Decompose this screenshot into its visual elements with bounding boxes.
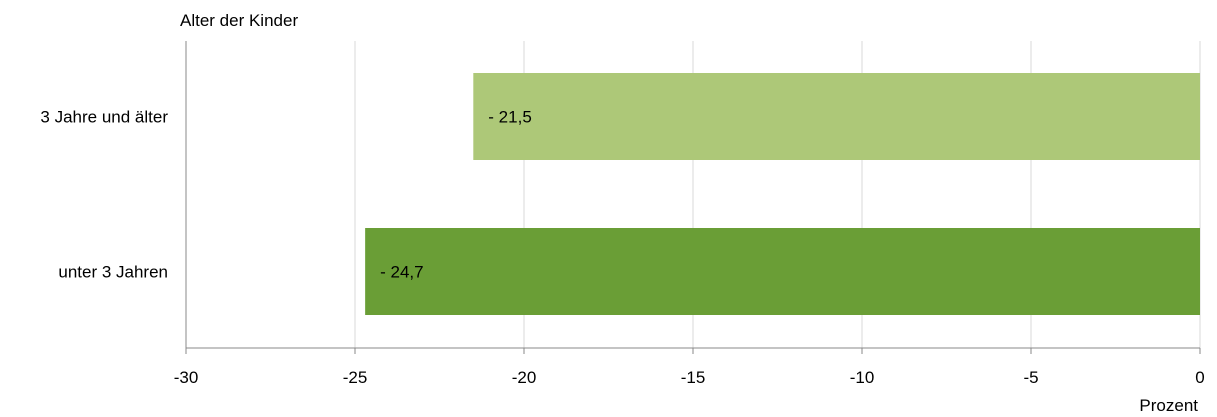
category-label: unter 3 Jahren bbox=[58, 263, 168, 282]
bar bbox=[365, 228, 1200, 315]
tick-label: -5 bbox=[1023, 368, 1038, 387]
tick-label: -20 bbox=[512, 368, 537, 387]
bar bbox=[473, 73, 1200, 160]
value-axis-title: Prozent bbox=[1139, 396, 1198, 415]
bars: - 21,5 - 24,7 bbox=[365, 73, 1200, 315]
category-axis-title: Alter der Kinder bbox=[180, 11, 298, 30]
data-label: - 24,7 bbox=[380, 263, 423, 282]
tick-label: -30 bbox=[174, 368, 199, 387]
category-label: 3 Jahre und älter bbox=[40, 108, 168, 127]
data-label: - 21,5 bbox=[488, 108, 531, 127]
tick-label: -15 bbox=[681, 368, 706, 387]
value-axis-ticks: -30 -25 -20 -15 -10 -5 0 bbox=[174, 348, 1205, 387]
tick-label: -10 bbox=[850, 368, 875, 387]
tick-label: -25 bbox=[343, 368, 368, 387]
tick-label: 0 bbox=[1195, 368, 1204, 387]
category-labels: 3 Jahre und älter unter 3 Jahren bbox=[40, 108, 168, 282]
